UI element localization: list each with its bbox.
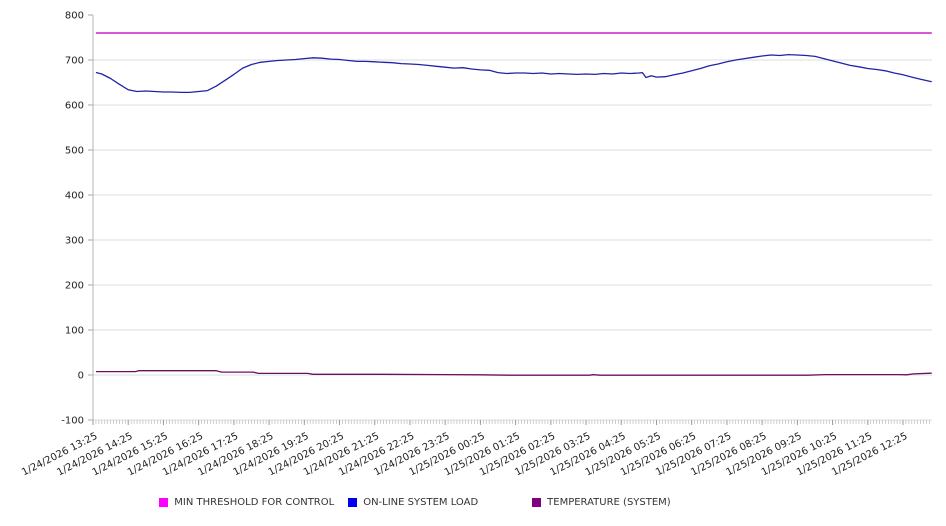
legend-item-temperature: TEMPERATURE (SYSTEM) (532, 497, 671, 508)
svg-text:700: 700 (65, 56, 84, 67)
svg-text:-100: -100 (61, 416, 84, 427)
temperature-swatch-icon (532, 498, 542, 507)
svg-text:500: 500 (65, 146, 84, 157)
legend-label-min-threshold: MIN THRESHOLD FOR CONTROL (174, 497, 335, 508)
svg-text:800: 800 (65, 11, 84, 22)
legend-item-min-threshold: MIN THRESHOLD FOR CONTROL (159, 497, 334, 508)
svg-text:300: 300 (65, 236, 84, 247)
min-threshold-swatch-icon (159, 498, 169, 507)
svg-text:400: 400 (65, 191, 84, 202)
svg-text:0: 0 (78, 371, 84, 382)
legend-label-temperature: TEMPERATURE (SYSTEM) (547, 497, 671, 508)
legend: MIN THRESHOLD FOR CONTROL ON-LINE SYSTEM… (0, 497, 888, 508)
svg-text:100: 100 (65, 326, 84, 337)
svg-text:200: 200 (65, 281, 84, 292)
legend-label-system-load: ON-LINE SYSTEM LOAD (363, 497, 479, 508)
svg-text:600: 600 (65, 101, 84, 112)
legend-item-system-load: ON-LINE SYSTEM LOAD (348, 497, 478, 508)
system-load-swatch-icon (348, 498, 358, 507)
